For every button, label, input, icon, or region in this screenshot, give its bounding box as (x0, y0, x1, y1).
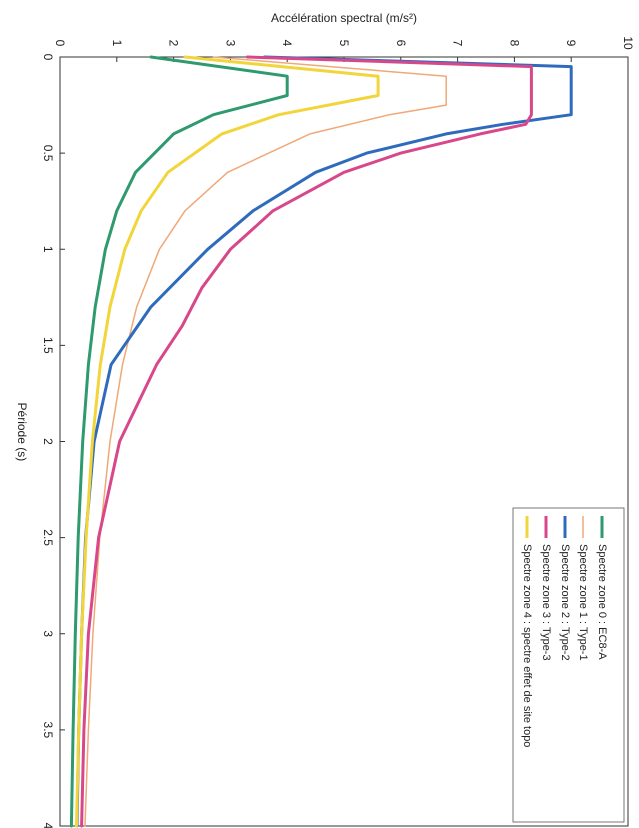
legend-box (512, 507, 625, 823)
y-axis-title: Accélération spectral (m/s²) (271, 11, 417, 25)
legend-label-4: Spectre zone 4 : spectre effet de site t… (521, 544, 533, 747)
y-tick-label: 4 (280, 40, 294, 47)
series-line-0 (69, 55, 289, 828)
legend-label-3: Spectre zone 3 : Type-3 (540, 544, 552, 661)
y-tick-label: 9 (564, 40, 578, 47)
x-tick-label: 4 (41, 823, 55, 828)
y-tick-label: 0 (53, 40, 67, 47)
x-tick-label: 0.5 (41, 145, 55, 162)
x-tick-label: 3.5 (41, 722, 55, 739)
legend-label-0: Spectre zone 0 : EC8-A (596, 544, 608, 660)
x-tick-label: 2 (41, 438, 55, 445)
legend-items: Spectre zone 0 : EC8-A Spectre zone 1 : T… (521, 516, 608, 747)
series-line-3 (80, 55, 533, 828)
tick-layer: 0 1 2 3 4 5 6 7 8 9 10 0 0.5 1 1.5 2 2.5 3 3.5 4 (41, 36, 635, 828)
y-tick-label: 5 (337, 40, 351, 47)
x-tick-label: 1.5 (41, 337, 55, 354)
y-tick-label: 8 (507, 40, 521, 47)
legend-label-2: Spectre zone 2 : Type-2 (559, 544, 571, 661)
series-line-1 (84, 56, 447, 827)
legend: Spectre zone 0 : EC8-A Spectre zone 1 : T… (512, 507, 625, 823)
x-axis-title: Période (s) (15, 403, 29, 462)
x-tick-label: 1 (41, 246, 55, 253)
y-tick-label: 6 (394, 40, 408, 47)
y-tick-label: 10 (621, 36, 635, 50)
x-tick-label: 2.5 (41, 529, 55, 546)
y-tick-label: 1 (110, 40, 124, 47)
y-tick-label: 2 (167, 40, 181, 47)
x-tick-label: 3 (41, 630, 55, 637)
series-line-4 (75, 55, 380, 828)
y-tick-label: 7 (451, 40, 465, 47)
y-tick-label: 3 (223, 40, 237, 47)
x-tick-label: 0 (41, 54, 55, 61)
legend-label-1: Spectre zone 1 : Type-1 (577, 544, 589, 661)
series-layer (69, 55, 573, 828)
